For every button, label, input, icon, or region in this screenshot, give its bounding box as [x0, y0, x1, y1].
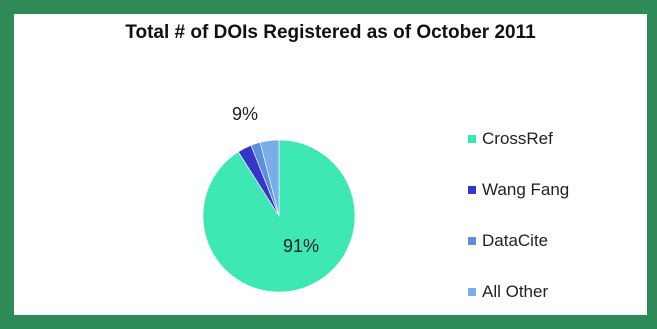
legend-swatch — [468, 134, 476, 143]
legend-item-datacite: DataCite — [468, 215, 569, 266]
legend-label: All Other — [482, 281, 549, 301]
legend-item-crossref: CrossRef — [468, 113, 569, 164]
pie-slice-all-other — [259, 139, 280, 217]
legend-label: Wang Fang — [482, 179, 570, 199]
legend: CrossRef Wang Fang DataCite All Other — [468, 113, 569, 317]
data-label-other: 9% — [232, 104, 259, 124]
legend-swatch — [468, 185, 476, 194]
legend-swatch — [468, 287, 476, 296]
legend-label: CrossRef — [482, 128, 553, 148]
legend-item-all-other: All Other — [468, 266, 569, 317]
legend-label: DataCite — [482, 230, 549, 250]
legend-item-wang-fang: Wang Fang — [468, 164, 569, 215]
chart-title: Total # of DOIs Registered as of October… — [125, 22, 536, 43]
legend-swatch — [468, 236, 476, 245]
data-label-crossref: 91% — [283, 236, 320, 256]
